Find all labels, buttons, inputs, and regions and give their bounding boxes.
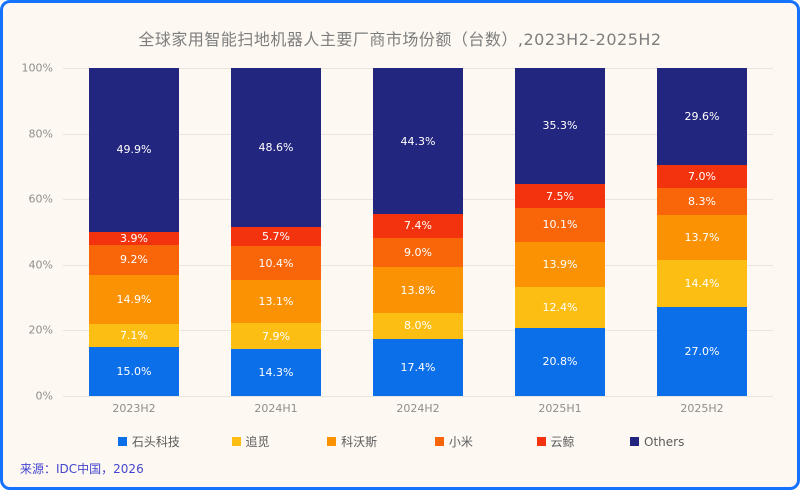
x-axis-tick-label: 2025H2 (680, 402, 724, 415)
bar-segment-石头科技: 20.8% (515, 327, 605, 396)
bar-slot: 17.4% 8.0% 13.8% 9.0% 7.4% 44.3% (347, 68, 489, 396)
legend-swatch (117, 437, 127, 446)
bar-segment-追觅: 7.1% (89, 323, 179, 347)
bar-segment-科沃斯: 14.9% (89, 274, 179, 324)
bar-segment-石头科技: 17.4% (373, 338, 463, 396)
bar-2025H2: 27.0% 14.4% 13.7% 8.3% 7.0% 29.6% (657, 68, 747, 396)
legend-swatch (434, 437, 444, 446)
bar-2025H1: 20.8% 12.4% 13.9% 10.1% 7.5% 35.3% (515, 68, 605, 396)
bar-segment-Others: 29.6% (657, 68, 747, 166)
bar-2023H2: 15.0% 7.1% 14.9% 9.2% 3.9% 49.9% (89, 68, 179, 396)
bar-segment-云鲸: 3.9% (89, 232, 179, 245)
legend-label: 小米 (448, 435, 473, 449)
bar-segment-石头科技: 14.3% (231, 349, 321, 396)
x-axis-tick-label: 2023H2 (112, 402, 156, 415)
bar-segment-石头科技: 27.0% (657, 307, 747, 396)
legend-label: 追觅 (245, 435, 270, 449)
legend-label: Others (644, 434, 685, 449)
plot-area: 15.0% 7.1% 14.9% 9.2% 3.9% 49.9% 14.3% 7.9% 13.1… (63, 68, 773, 397)
bar-2024H1: 14.3% 7.9% 13.1% 10.4% 5.7% 48.6% (231, 68, 321, 396)
bar-slot: 15.0% 7.1% 14.9% 9.2% 3.9% 49.9% (63, 68, 205, 396)
bar-segment-追觅: 7.9% (231, 323, 321, 350)
bar-segment-科沃斯: 13.7% (657, 215, 747, 261)
y-axis: 0% 20% 40% 60% 80% 100% (3, 62, 57, 403)
chart-title: 全球家用智能扫地机器人主要厂商市场份额（台数）,2023H2-2025H2 (138, 30, 662, 49)
bar-segment-小米: 8.3% (657, 188, 747, 216)
bar-2024H2: 17.4% 8.0% 13.8% 9.0% 7.4% 44.3% (373, 68, 463, 396)
bar-segment-Others: 35.3% (515, 68, 605, 184)
y-axis-tick-label: 20% (28, 323, 53, 337)
bar-segment-科沃斯: 13.8% (373, 267, 463, 313)
bar-slot: 20.8% 12.4% 13.9% 10.1% 7.5% 35.3% (489, 68, 631, 396)
y-axis-tick-label: 40% (28, 258, 53, 272)
x-axis: 2023H2 2024H1 2024H2 2025H1 2025H2 (63, 402, 773, 415)
bar-segment-科沃斯: 13.9% (515, 241, 605, 288)
bars-row: 15.0% 7.1% 14.9% 9.2% 3.9% 49.9% 14.3% 7.9% 13.1… (63, 68, 773, 396)
y-axis-tick-label: 80% (28, 127, 53, 141)
legend-item-追觅: 追觅 (200, 433, 302, 450)
legend-swatch (630, 437, 640, 446)
bar-segment-Others: 48.6% (231, 68, 321, 228)
legend: 石头科技 追觅 科沃斯 小米 云鲸 Others (98, 433, 708, 450)
x-axis-tick-label: 2024H2 (396, 402, 440, 415)
y-axis-tick-label: 0% (35, 389, 53, 403)
bar-segment-石头科技: 15.0% (89, 346, 179, 396)
legend-item-科沃斯: 科沃斯 (301, 433, 403, 450)
bar-slot: 14.3% 7.9% 13.1% 10.4% 5.7% 48.6% (205, 68, 347, 396)
legend-swatch (536, 437, 546, 446)
legend-item-Others: Others (606, 435, 708, 449)
legend-label: 科沃斯 (341, 435, 378, 449)
legend-label: 云鲸 (550, 435, 575, 449)
y-axis-tick-label: 100% (21, 61, 53, 75)
bar-slot: 27.0% 14.4% 13.7% 8.3% 7.0% 29.6% (631, 68, 773, 396)
bar-segment-追觅: 12.4% (515, 287, 605, 328)
legend-swatch (231, 437, 241, 446)
bar-segment-小米: 10.4% (231, 246, 321, 281)
source-note: 来源：IDC中国，2026 (20, 462, 144, 476)
bar-segment-Others: 44.3% (373, 68, 463, 214)
legend-label: 石头科技 (131, 435, 180, 449)
x-axis-tick-label: 2025H1 (538, 402, 582, 415)
bar-segment-Others: 49.9% (89, 68, 179, 232)
bar-segment-小米: 9.0% (373, 237, 463, 268)
legend-swatch (327, 437, 337, 446)
bar-segment-云鲸: 7.4% (373, 213, 463, 238)
bar-segment-追觅: 8.0% (373, 312, 463, 339)
bar-segment-小米: 9.2% (89, 244, 179, 275)
x-axis-tick-label: 2024H1 (254, 402, 298, 415)
bar-segment-小米: 10.1% (515, 208, 605, 242)
bar-segment-云鲸: 7.5% (515, 183, 605, 209)
legend-item-云鲸: 云鲸 (505, 433, 607, 450)
legend-item-小米: 小米 (403, 433, 505, 450)
bar-segment-追觅: 14.4% (657, 260, 747, 308)
bar-segment-云鲸: 5.7% (231, 227, 321, 247)
bar-segment-云鲸: 7.0% (657, 165, 747, 189)
legend-item-石头科技: 石头科技 (98, 433, 200, 450)
y-axis-tick-label: 60% (28, 192, 53, 206)
bar-segment-科沃斯: 13.1% (231, 280, 321, 324)
gridline (63, 396, 773, 397)
